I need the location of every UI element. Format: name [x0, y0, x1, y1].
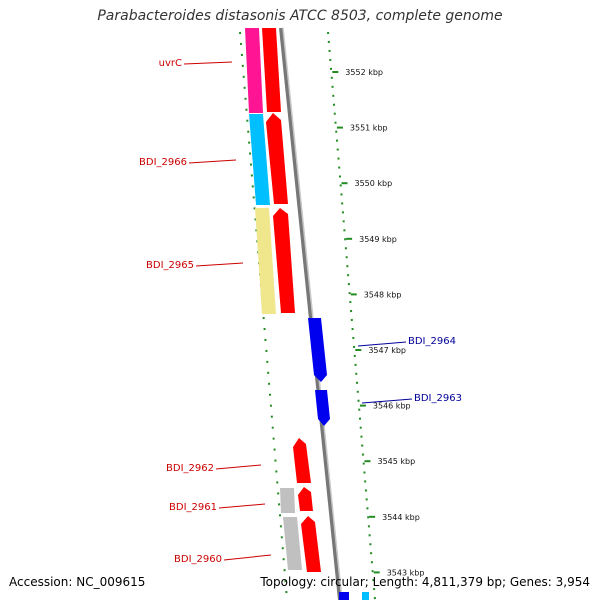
tick-label: 3547 kbp: [368, 346, 406, 355]
gc-content-track-inner: [239, 31, 288, 600]
tick-label: 3548 kbp: [364, 290, 402, 299]
label-line-BDI_2960: [223, 554, 272, 561]
label-line-BDI_2965: [195, 262, 244, 267]
cog-block-gray-1: [280, 488, 295, 513]
tick-label: 3549 kbp: [359, 235, 397, 244]
gene-arrow-BDI_2965[interactable]: [273, 208, 295, 313]
gc-content-track-outer: [327, 31, 376, 600]
gene-labels-right: BDI_2964 BDI_2963: [357, 336, 462, 404]
genome-backbone: [279, 27, 342, 600]
gene-arrow-BDI_2964[interactable]: [308, 318, 327, 382]
tick-label: 3544 kbp: [382, 513, 420, 522]
bottom-fragment-cyan: [362, 592, 369, 600]
gene-arrow-BDI_2966[interactable]: [266, 113, 288, 204]
gene-label-BDI_2965[interactable]: BDI_2965: [146, 260, 194, 271]
bottom-fragment-blue: [339, 592, 349, 600]
cog-block-gray-2: [283, 517, 302, 570]
gene-label-BDI_2966[interactable]: BDI_2966: [139, 157, 187, 168]
tick-marks: 3552 kbp 3551 kbp 3550 kbp 3549 kbp 3548 kbp…: [332, 68, 424, 577]
cog-block-cyan: [249, 114, 270, 205]
gene-label-BDI_2961[interactable]: BDI_2961: [169, 502, 217, 513]
cog-block-magenta: [245, 28, 263, 113]
genome-backbone-highlight: [282, 27, 343, 600]
label-line-BDI_2963: [361, 398, 413, 404]
tick-label: 3545 kbp: [378, 457, 416, 466]
gene-label-BDI_2964[interactable]: BDI_2964: [408, 336, 456, 347]
tick-label: 3552 kbp: [345, 68, 383, 77]
cog-block-khaki: [255, 208, 276, 314]
label-line-BDI_2964: [357, 341, 407, 347]
gene-labels-left: uvrC BDI_2966 BDI_2965 BDI_2962 BDI_2961…: [139, 58, 272, 565]
gene-label-BDI_2962[interactable]: BDI_2962: [166, 463, 214, 474]
label-line-BDI_2962: [215, 464, 262, 470]
gene-label-BDI_2963[interactable]: BDI_2963: [414, 393, 462, 404]
tick-label: 3551 kbp: [350, 124, 388, 133]
tick-label: 3550 kbp: [355, 179, 393, 188]
label-line-BDI_2966: [188, 159, 237, 164]
gene-label-uvrC[interactable]: uvrC: [159, 58, 182, 69]
gene-arrow-BDI_2963[interactable]: [315, 390, 330, 426]
tick-label: 3543 kbp: [387, 568, 425, 577]
accession-label: Accession: NC_009615: [9, 575, 146, 589]
gene-label-BDI_2960[interactable]: BDI_2960: [174, 554, 222, 565]
genome-summary: Topology: circular; Length: 4,811,379 bp…: [260, 575, 590, 589]
tick-label: 3546 kbp: [373, 402, 411, 411]
label-line-uvrC: [183, 61, 233, 65]
gene-arrow-uvrC[interactable]: [262, 28, 281, 112]
label-line-BDI_2961: [218, 503, 266, 509]
gene-arrow-BDI_2960[interactable]: [301, 516, 321, 572]
map-title: Parabacteroides distasonis ATCC 8503, co…: [97, 8, 503, 24]
gene-arrow-BDI_2961[interactable]: [298, 487, 313, 511]
gene-arrow-BDI_2962[interactable]: [293, 438, 311, 483]
